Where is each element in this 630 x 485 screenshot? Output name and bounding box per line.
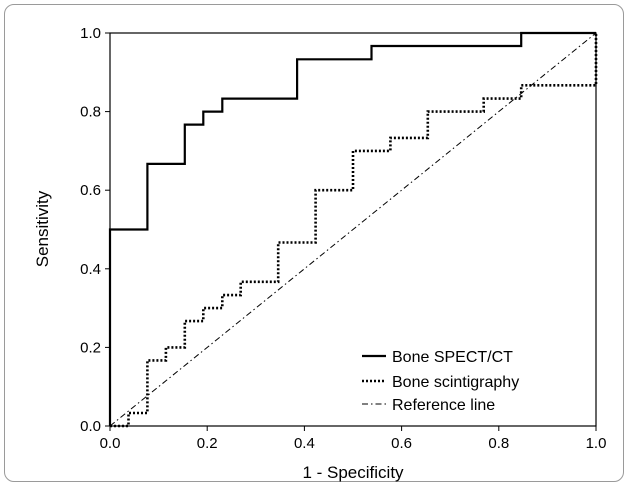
- x-tick-label: 0.2: [197, 435, 218, 452]
- y-tick-label: 0.8: [80, 104, 101, 121]
- y-axis-label: Sensitivity: [33, 190, 52, 267]
- y-tick-label: 0.4: [80, 261, 101, 278]
- legend-label-bone-scintigraphy: Bone scintigraphy: [392, 374, 519, 391]
- x-tick-label: 1.0: [586, 435, 607, 452]
- series-line-bone-spect-ct: [108, 31, 596, 426]
- x-tick-label: 0.6: [391, 435, 412, 452]
- y-tick-label: 0.2: [80, 339, 101, 356]
- legend-label-bone-spect-ct: Bone SPECT/CT: [392, 349, 513, 366]
- series-layer: [108, 31, 598, 428]
- y-tick-label: 0.6: [80, 182, 101, 199]
- y-tick-label: 1.0: [80, 25, 101, 42]
- y-axis-ticks: 0.0 0.2 0.4 0.6 0.8 1.0: [80, 25, 110, 435]
- legend: Bone SPECT/CT Bone scintigraphy Referenc…: [362, 349, 519, 414]
- x-tick-label: 0.4: [294, 435, 315, 452]
- x-axis-label: 1 - Specificity: [302, 463, 404, 482]
- x-axis-ticks: 0.0 0.2 0.4 0.6 0.8 1.0: [100, 426, 607, 452]
- chart-frame: [4, 4, 624, 482]
- legend-label-reference-line: Reference line: [392, 397, 495, 414]
- series-line-reference-line: [109, 32, 597, 427]
- x-tick-label: 0.0: [100, 435, 121, 452]
- series-line-bone-scintigraphy: [110, 33, 598, 428]
- x-tick-label: 0.8: [488, 435, 509, 452]
- y-tick-label: 0.0: [80, 418, 101, 435]
